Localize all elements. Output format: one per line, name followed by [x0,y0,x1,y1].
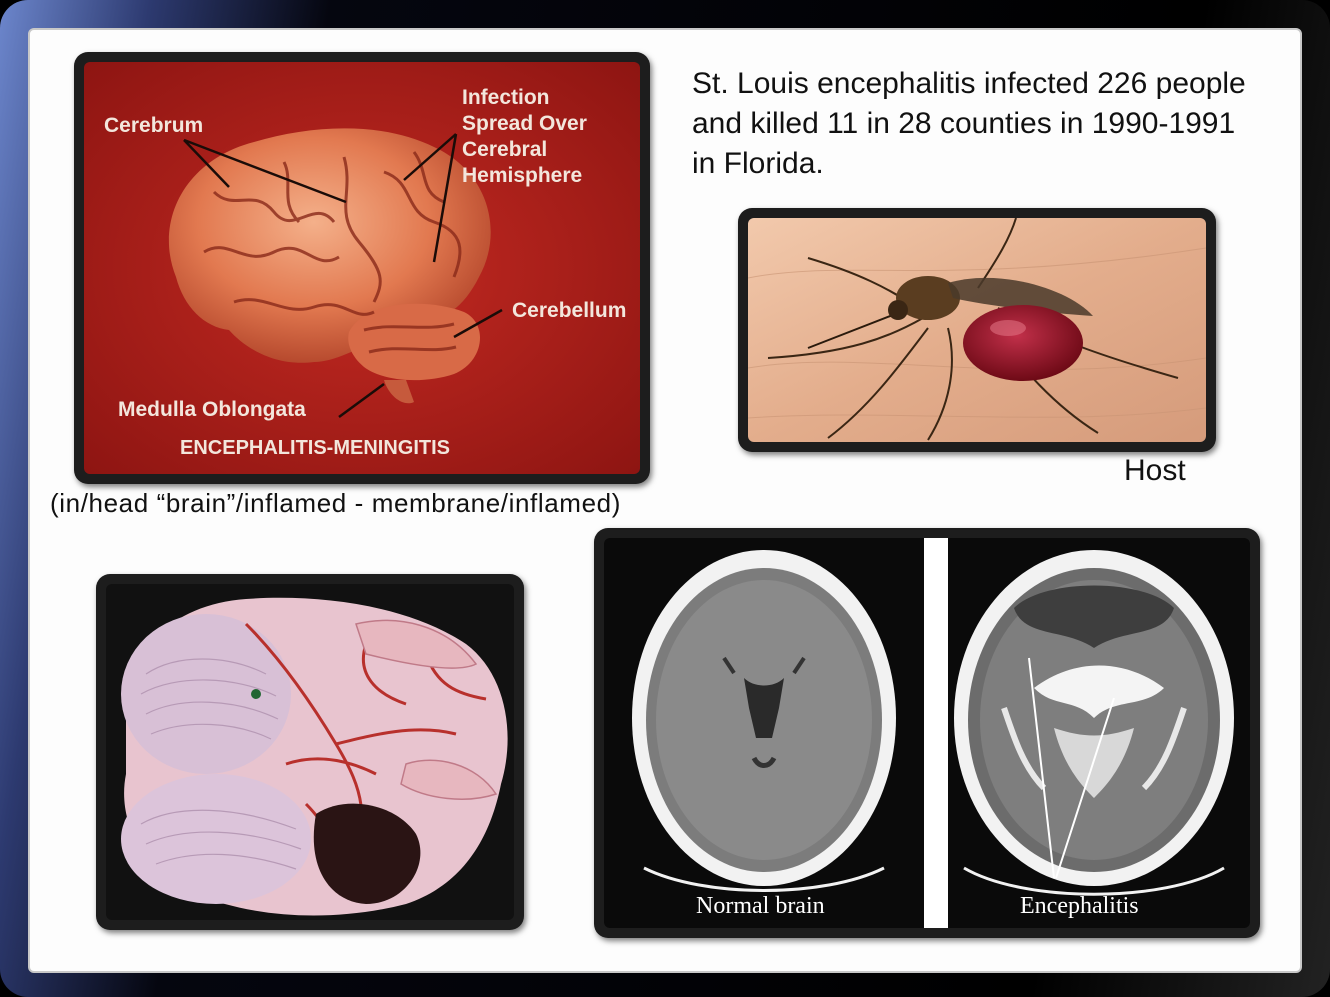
mosquito-abdomen [963,305,1083,381]
etymology-caption: (in/head “brain”/inflamed - membrane/inf… [50,488,621,518]
cerebellum-left-lower [121,774,311,904]
ct-scan-comparison: Normal brain Encephalitis [594,528,1260,938]
summary-text: St. Louis encephalitis infected 226 peop… [692,67,1246,180]
mosquito-photo [738,208,1216,452]
ct-encephalitis-brain [954,550,1234,896]
label-encephalitis-meningitis: ENCEPHALITIS-MENINGITIS [180,437,450,459]
label-normal-brain: Normal brain [696,893,825,919]
label-medulla-oblongata: Medulla Oblongata [118,398,306,421]
label-encephalitis: Encephalitis [1020,893,1139,919]
label-infection-line1: Infection [462,86,550,109]
label-cerebellum: Cerebellum [512,299,626,322]
label-cerebrum: Cerebrum [104,114,203,137]
cerebellum-left [121,614,291,774]
label-infection-line2: Spread Over [462,112,587,135]
cerebellum-shape [348,303,481,381]
label-infection-line4: Hemisphere [462,164,582,187]
mosquito-wing [948,277,1093,316]
host-caption: Host [1124,454,1186,487]
mosquito-proboscis [807,312,899,349]
dark-lesion [313,803,421,904]
ct-normal-brain [632,550,896,892]
mosquito-thorax [896,276,960,320]
brain-labeled-photo: Cerebrum Infection Spread Over Cerebral … [74,52,650,484]
label-infection-line3: Cerebral [462,138,547,161]
brain-underside-photo [96,574,524,930]
slide-canvas: Cerebrum Infection Spread Over Cerebral … [28,28,1302,973]
